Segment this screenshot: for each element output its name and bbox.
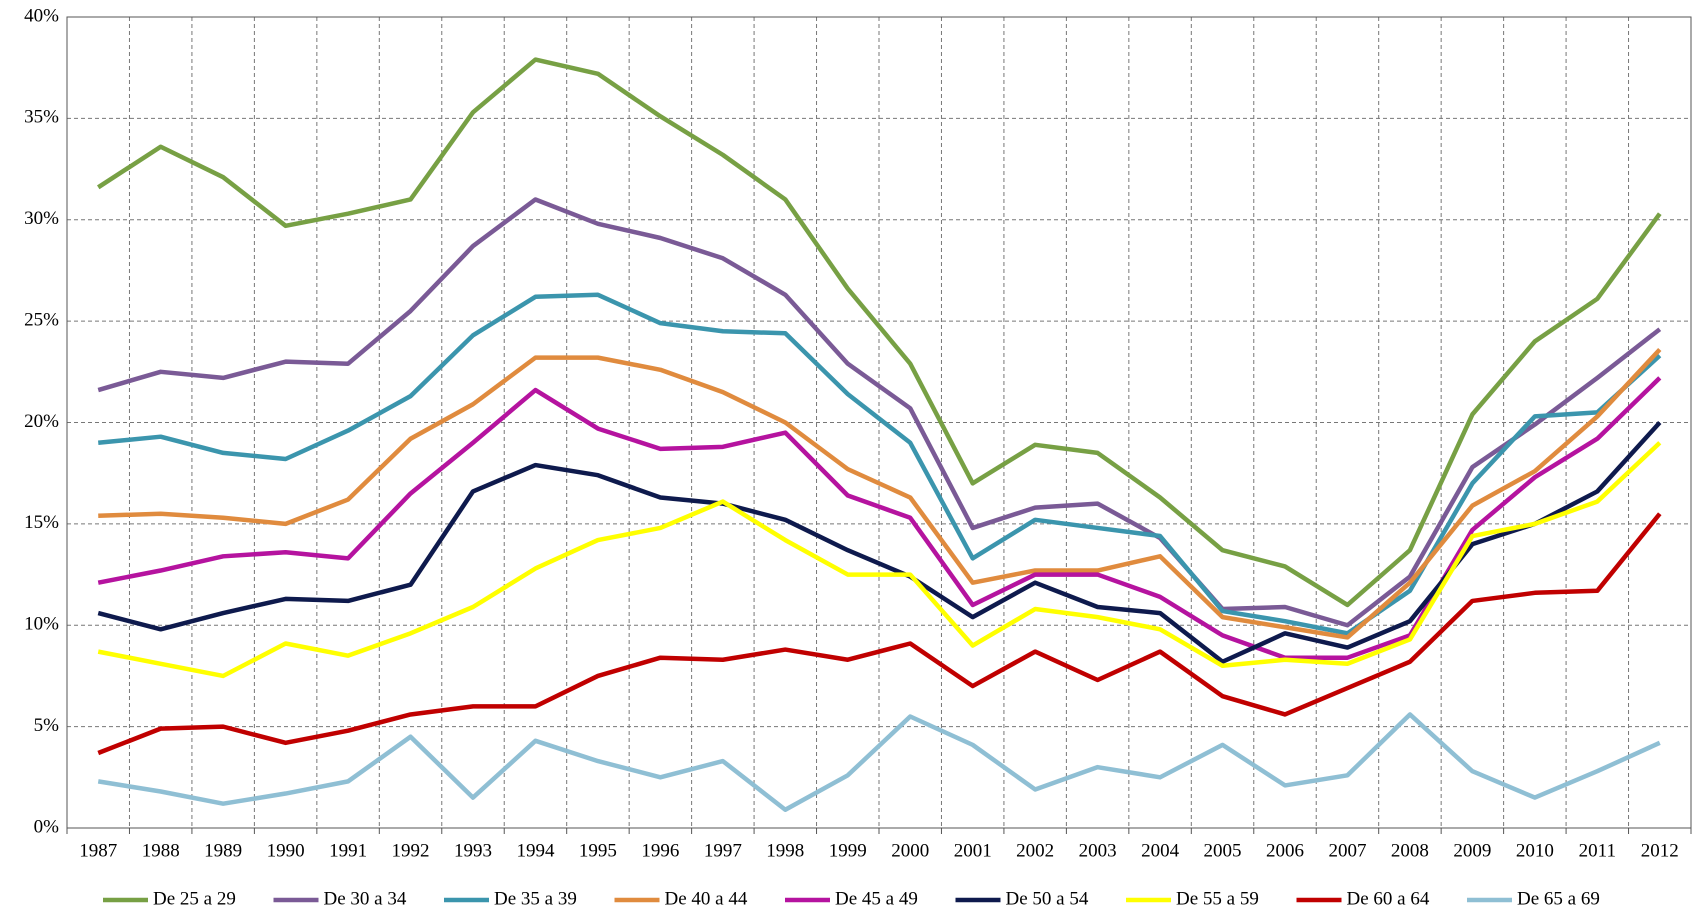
legend-label: De 35 a 39 bbox=[494, 888, 577, 909]
x-tick-label: 2004 bbox=[1141, 840, 1180, 861]
x-tick-label: 2008 bbox=[1391, 840, 1429, 861]
x-tick-label: 1998 bbox=[766, 840, 804, 861]
x-tick-label: 1996 bbox=[641, 840, 679, 861]
legend-label: De 40 a 44 bbox=[665, 888, 748, 909]
y-tick-label: 15% bbox=[24, 512, 59, 533]
y-tick-label: 5% bbox=[34, 715, 60, 736]
series-line bbox=[98, 347, 1662, 640]
x-tick-label: 1990 bbox=[267, 840, 305, 861]
y-tick-label: 30% bbox=[24, 208, 59, 229]
series-line bbox=[97, 420, 1662, 664]
x-tick-label: 1995 bbox=[579, 840, 617, 861]
y-tick-label: 35% bbox=[24, 107, 59, 128]
y-tick-label: 25% bbox=[24, 309, 59, 330]
legend-label: De 55 a 59 bbox=[1176, 888, 1259, 909]
x-tick-label: 2007 bbox=[1328, 840, 1366, 861]
x-tick-label: 1993 bbox=[454, 840, 492, 861]
x-tick-label: 2005 bbox=[1204, 840, 1242, 861]
x-tick-label: 1997 bbox=[704, 840, 742, 861]
x-tick-label: 2000 bbox=[891, 840, 929, 861]
x-tick-label: 2012 bbox=[1641, 840, 1679, 861]
x-tick-label: 1989 bbox=[204, 840, 242, 861]
x-tick-label: 1999 bbox=[829, 840, 867, 861]
series-line bbox=[97, 712, 1661, 813]
x-tick-label: 2010 bbox=[1516, 840, 1554, 861]
x-tick-label: 1994 bbox=[516, 840, 555, 861]
legend-label: De 65 a 69 bbox=[1517, 888, 1600, 909]
x-tick-label: 2006 bbox=[1266, 840, 1304, 861]
x-tick-label: 1992 bbox=[392, 840, 430, 861]
x-tick-label: 2001 bbox=[954, 840, 992, 861]
x-tick-label: 2003 bbox=[1079, 840, 1117, 861]
series-line bbox=[97, 512, 1662, 756]
y-tick-label: 0% bbox=[34, 816, 60, 837]
series-line bbox=[97, 441, 1662, 679]
series-line bbox=[97, 376, 1662, 660]
legend-label: De 30 a 34 bbox=[324, 888, 407, 909]
x-tick-label: 1988 bbox=[142, 840, 180, 861]
series-line bbox=[98, 292, 1662, 636]
x-tick-label: 1987 bbox=[79, 840, 117, 861]
legend-label: De 50 a 54 bbox=[1006, 888, 1089, 909]
series-line bbox=[97, 57, 1662, 608]
legend-label: De 60 a 64 bbox=[1347, 888, 1430, 909]
y-tick-label: 40% bbox=[24, 5, 59, 26]
legend-label: De 25 a 29 bbox=[153, 888, 236, 909]
x-tick-label: 2009 bbox=[1453, 840, 1491, 861]
x-tick-label: 1991 bbox=[329, 840, 367, 861]
legend-label: De 45 a 49 bbox=[835, 888, 918, 909]
x-tick-label: 2002 bbox=[1016, 840, 1054, 861]
series-line bbox=[97, 197, 1662, 628]
x-tick-label: 2011 bbox=[1579, 840, 1616, 861]
y-tick-label: 20% bbox=[24, 411, 59, 432]
y-tick-label: 10% bbox=[24, 614, 59, 635]
